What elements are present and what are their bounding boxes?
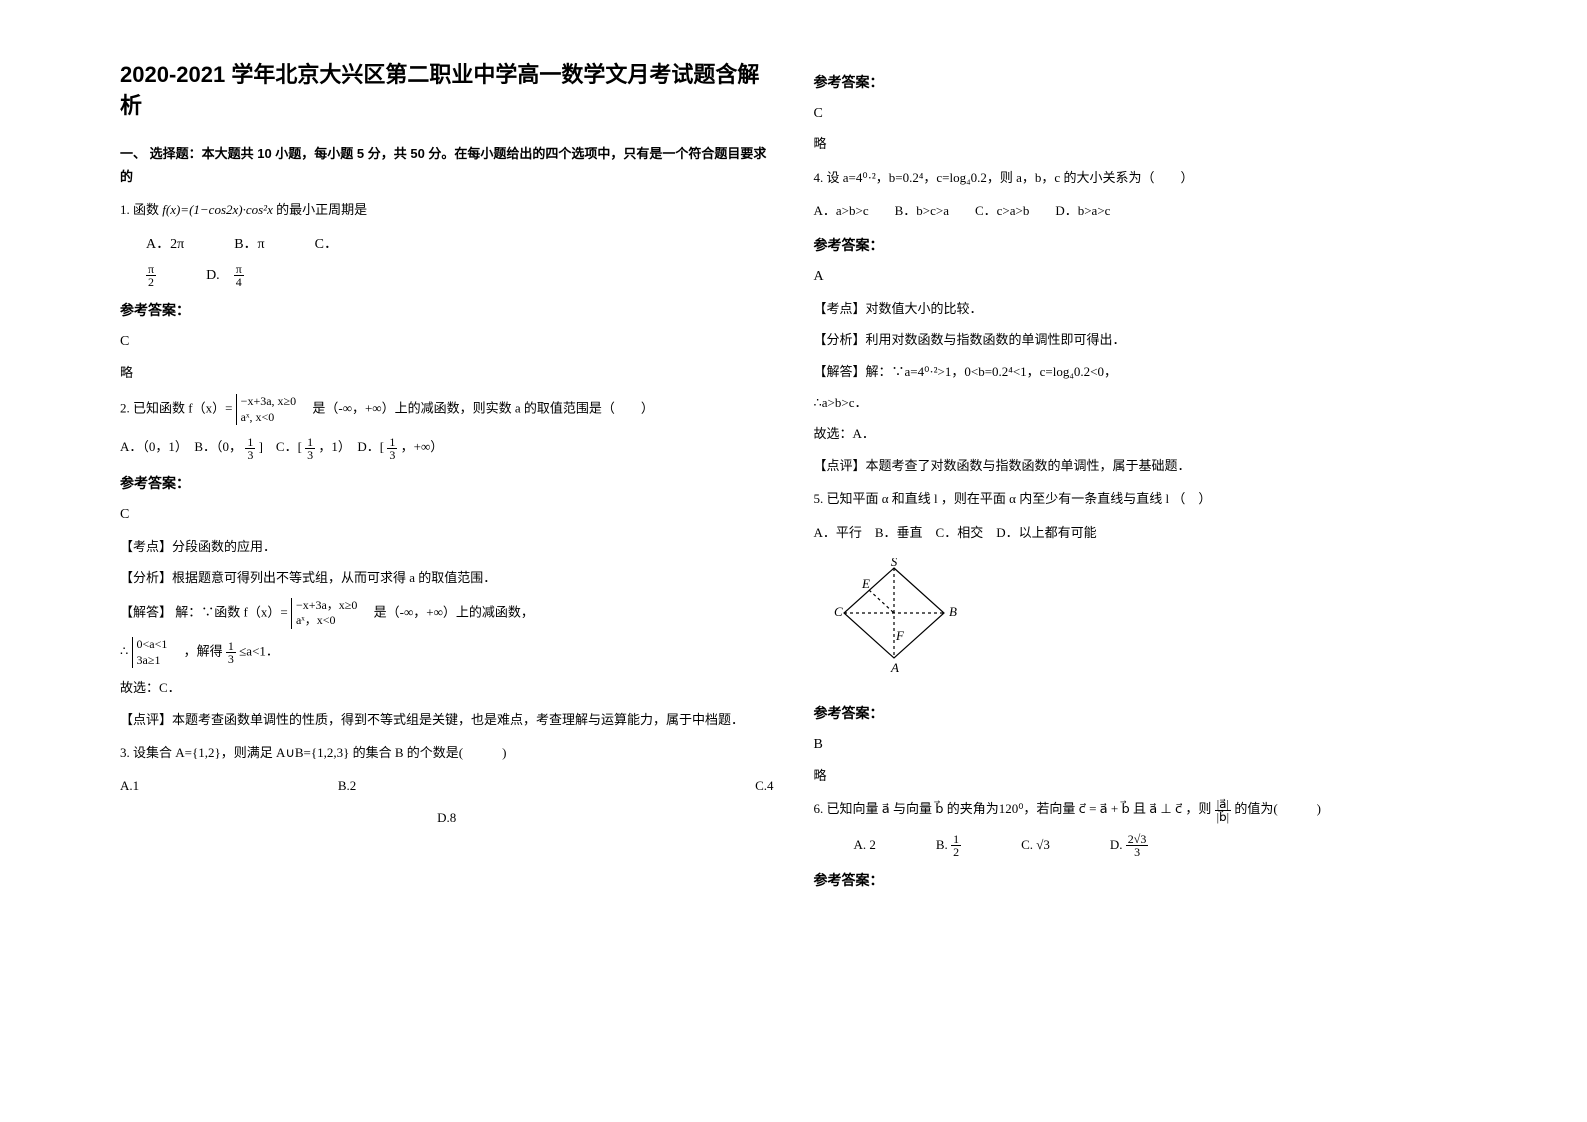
- q4-ans-letter: A: [814, 264, 1468, 289]
- q6-opt-c: C. √3: [1021, 833, 1050, 859]
- q5-options: A．平行 B．垂直 C．相交 D．以上都有可能: [814, 521, 1468, 544]
- q1-opt-d: D. π4: [206, 263, 244, 288]
- q1-ref-ans-label: 参考答案：: [120, 298, 774, 323]
- q2-pre: 2. 已知函数 f（x）=: [120, 401, 232, 416]
- svg-text:B: B: [949, 604, 957, 619]
- q4-ref-ans-label: 参考答案：: [814, 233, 1468, 258]
- q5-ans-letter: B: [814, 732, 1468, 757]
- q2-kd: 【考点】分段函数的应用．: [120, 535, 774, 558]
- q4-options: A．a>b>c B．b>c>a C．c>a>b D．b>a>c: [814, 199, 1468, 222]
- q6-ref-ans-label: 参考答案：: [814, 868, 1468, 893]
- q1-frac-pi2: π2: [146, 263, 156, 288]
- q3-opt-d: D.8: [120, 806, 774, 829]
- q1-opt-a: A．2π: [146, 232, 184, 257]
- q2-ref-ans-label: 参考答案：: [120, 471, 774, 496]
- paper-title: 2020-2021 学年北京大兴区第二职业中学高一数学文月考试题含解析: [120, 60, 774, 122]
- q1-post: 的最小正周期是: [276, 202, 367, 217]
- q5-ref-ans-label: 参考答案：: [814, 701, 1468, 726]
- q3-options: A.1 B.2 C.4: [120, 774, 774, 797]
- svg-text:C: C: [834, 604, 843, 619]
- q1-formula: f(x)=(1−cos2x)·cos²x: [162, 202, 273, 217]
- svg-text:E: E: [861, 576, 870, 591]
- q2-post: 是（-∞，+∞）上的减函数，则实数 a 的取值范围是（ ）: [299, 401, 653, 416]
- q2-options: A．（0，1） B．（0， 13 ] C．[ 13 ，1） D．[ 13 ，+∞…: [120, 435, 774, 461]
- q1-opt-b: B．π: [234, 232, 264, 257]
- svg-text:A: A: [890, 660, 899, 675]
- q2-fx: 【分析】根据题意可得列出不等式组，从而可求得 a 的取值范围．: [120, 566, 774, 589]
- q4-dp: 【点评】本题考查了对数函数与指数函数的单调性，属于基础题．: [814, 454, 1468, 477]
- q4-jd: 【解答】解：∵a=4⁰·²>1，0<b=0.2⁴<1，c=log₄0.2<0，: [814, 360, 1468, 383]
- question-4: 4. 设 a=4⁰·²，b=0.2⁴，c=log₄0.2，则 a，b，c 的大小…: [814, 166, 1468, 189]
- q3-ref-ans-label: 参考答案：: [814, 70, 1468, 95]
- question-2: 2. 已知函数 f（x）= −x+3a, x≥0 aˣ, x<0 是（-∞，+∞…: [120, 394, 774, 425]
- q3-opt-c: C.4: [556, 774, 774, 797]
- q2-jd-line2: ∴ 0<a<1 3a≥1 ，解得 13 ≤a<1．: [120, 637, 774, 668]
- left-column: 2020-2021 学年北京大兴区第二职业中学高一数学文月考试题含解析 一、 选…: [100, 60, 794, 1062]
- q1-ans-note: 略: [120, 361, 774, 384]
- q1-opt-c: C．: [315, 232, 338, 257]
- q6-opt-d: D. 2√33: [1110, 833, 1148, 859]
- q2-piecewise: −x+3a, x≥0 aˣ, x<0: [236, 394, 296, 425]
- q5-ans-note: 略: [814, 764, 1468, 787]
- q5-diagram: S E C B F A: [834, 558, 1468, 687]
- q4-gx: 故选：A．: [814, 422, 1468, 445]
- q3-opt-a: A.1: [120, 774, 338, 797]
- q2-gx: 故选：C．: [120, 676, 774, 699]
- q3-ans-note: 略: [814, 132, 1468, 155]
- q3-opt-b: B.2: [338, 774, 556, 797]
- q4-fx: 【分析】利用对数函数与指数函数的单调性即可得出．: [814, 328, 1468, 351]
- q2-ans-letter: C: [120, 502, 774, 527]
- svg-text:F: F: [895, 628, 905, 643]
- svg-text:S: S: [890, 558, 897, 569]
- q1-ans-letter: C: [120, 329, 774, 354]
- q6-opt-b: B. 12: [936, 833, 961, 859]
- q6-options: A. 2 B. 12 C. √3 D. 2√33: [854, 833, 1468, 859]
- q4-jd2: ∴a>b>c．: [814, 391, 1468, 414]
- q4-kd: 【考点】对数值大小的比较．: [814, 297, 1468, 320]
- q6-opt-a: A. 2: [854, 833, 876, 859]
- question-1: 1. 函数 f(x)=(1−cos2x)·cos²x 的最小正周期是: [120, 198, 774, 221]
- q2-dp: 【点评】本题考查函数单调性的性质，得到不等式组是关键，也是难点，考查理解与运算能…: [120, 708, 774, 731]
- q3-ans-letter: C: [814, 101, 1468, 126]
- q1-options-row2: π2 D. π4: [146, 263, 774, 288]
- q2-jd: 【解答】 解：∵函数 f（x）= −x+3a，x≥0 aˣ，x<0 是（-∞，+…: [120, 598, 774, 629]
- q6-ratio: |a⃗||b⃗|: [1215, 798, 1231, 823]
- q1-options-row1: A．2π B．π C．: [146, 232, 774, 257]
- question-6: 6. 已知向量 a⃗ 与向量 b⃗ 的夹角为120⁰，若向量 c⃗ = a⃗ +…: [814, 797, 1468, 823]
- geometry-icon: S E C B F A: [834, 558, 964, 678]
- q1-pre: 1. 函数: [120, 202, 159, 217]
- question-5: 5. 已知平面 α 和直线 l ，则在平面 α 内至少有一条直线与直线 l （ …: [814, 487, 1468, 510]
- section-1-heading: 一、 选择题：本大题共 10 小题，每小题 5 分，共 50 分。在每小题给出的…: [120, 142, 774, 189]
- right-column: 参考答案： C 略 4. 设 a=4⁰·²，b=0.2⁴，c=log₄0.2，则…: [794, 60, 1488, 1062]
- question-3: 3. 设集合 A={1,2}，则满足 A∪B={1,2,3} 的集合 B 的个数…: [120, 741, 774, 764]
